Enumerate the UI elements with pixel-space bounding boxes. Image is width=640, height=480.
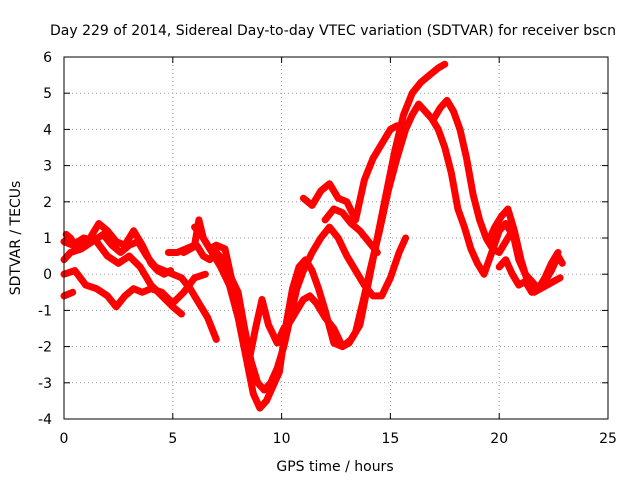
x-tick-label: 10 (273, 431, 291, 447)
chart-title: Day 229 of 2014, Sidereal Day-to-day VTE… (50, 23, 616, 39)
x-tick-label: 5 (168, 431, 177, 447)
series-arc-9 (299, 122, 401, 224)
series-arc-5 (60, 288, 77, 300)
tick-labels: 0 5 10 15 20 25 -4 -3 -2 -1 0 1 2 3 4 5 6 (38, 50, 617, 447)
y-tick-label: 4 (43, 122, 52, 138)
y-tick-label: -3 (38, 376, 52, 392)
x-tick-label: 15 (381, 431, 399, 447)
y-tick-label: 0 (43, 267, 52, 283)
series-arc-13 (495, 249, 562, 296)
y-tick-label: -1 (38, 303, 52, 319)
series-arc-10 (321, 205, 381, 256)
x-axis-label: GPS time / hours (276, 459, 393, 475)
y-tick-label: 1 (43, 231, 52, 247)
y-tick-label: 6 (43, 50, 52, 66)
y-tick-label: 3 (43, 159, 52, 175)
series-arc-12 (484, 205, 564, 296)
series-arc-3 (60, 267, 209, 311)
y-tick-label: -4 (38, 412, 52, 428)
x-tick-label: 25 (599, 431, 617, 447)
x-tick-label: 20 (490, 431, 508, 447)
data-series (60, 60, 566, 412)
series-arc-4 (62, 220, 175, 278)
plot-frame (63, 56, 609, 420)
y-tick-label: -2 (38, 340, 52, 356)
series-arc-8 (191, 60, 449, 412)
y-axis-label: SDTVAR / TECUs (8, 181, 24, 296)
y-tick-label: 5 (43, 86, 52, 102)
x-tick-label: 0 (60, 431, 69, 447)
y-tick-label: 2 (43, 195, 52, 211)
